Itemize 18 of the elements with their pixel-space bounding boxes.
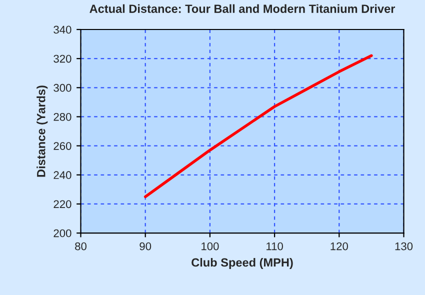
y-tick-label: 280 — [54, 113, 72, 121]
y-tick-label: 340 — [54, 26, 72, 34]
x-tick-label: 120 — [330, 242, 348, 250]
y-tick-label: 200 — [54, 229, 72, 238]
y-tick-label: 300 — [54, 84, 72, 92]
x-tick-label: 110 — [266, 242, 283, 250]
x-tick-label: 100 — [202, 242, 219, 250]
x-tick-label: 80 — [75, 242, 86, 250]
chart-title: Actual Distance: Tour Ball and Modern Titanium Driver — [90, 4, 396, 13]
y-tick-label: 320 — [54, 54, 72, 63]
line-series — [144, 54, 373, 198]
y-tick-label: 220 — [54, 200, 72, 208]
x-axis-title: Club Speed (MPH) — [192, 258, 293, 269]
x-tick-label: 90 — [140, 242, 152, 250]
y-axis-title: Distance (Yards) — [36, 86, 48, 177]
y-tick-label: 260 — [54, 142, 72, 150]
y-tick-label: 240 — [54, 171, 72, 180]
x-tick-label: 130 — [395, 242, 413, 250]
